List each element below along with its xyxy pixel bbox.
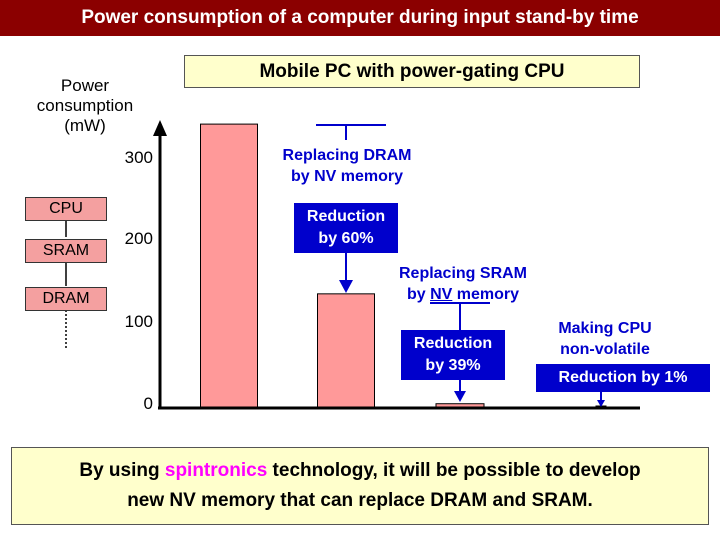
reduction-60-line2: by 60% (318, 230, 374, 247)
sram-annotation-line2: by NV memory (383, 284, 543, 305)
chart-title: Mobile PC with power-gating CPU (184, 55, 640, 88)
stack-dram: DRAM (25, 287, 107, 311)
bar-3 (435, 403, 485, 408)
reduction-39-line1: Reduction (413, 335, 493, 352)
dram-annotation-line1: Replacing DRAM (282, 147, 412, 164)
y-tick-0: 0 (143, 394, 153, 413)
reduction-39-line2: by 39% (425, 357, 481, 374)
dram-arrow-head (339, 280, 353, 293)
cpu-annotation-line2: non-volatile (560, 341, 650, 358)
y-axis-label-line3: (mW) (64, 116, 106, 135)
dram-annotation-line2: by NV memory (290, 168, 404, 185)
stack-sram: SRAM (25, 239, 107, 263)
footer-prefix: By using (79, 460, 165, 481)
reduction-39-box: Reduction by 39% (401, 330, 505, 380)
y-tick-100: 100 (124, 312, 153, 331)
bar-1 (200, 123, 258, 408)
y-axis-label-line1: Power (60, 76, 110, 95)
cpu-arrow-head (597, 400, 605, 407)
dram-annotation: Replacing DRAM by NV memory (262, 145, 432, 187)
cpu-annotation: Making CPU non-volatile (540, 318, 670, 360)
sram-annotation-suffix: memory (452, 286, 520, 303)
sram-annotation: Replacing SRAM by NV memory (383, 263, 543, 305)
cpu-annotation-line1: Making CPU (558, 320, 652, 337)
y-tick-300: 300 (124, 148, 153, 167)
footer-highlight: spintronics (164, 460, 268, 481)
y-axis-arrow (153, 120, 167, 136)
y-axis-label: Power consumption (mW) (30, 76, 140, 136)
footer-line2: new NV memory that can replace DRAM and … (127, 490, 593, 511)
sram-annotation-nv: NV (430, 286, 453, 303)
sram-annotation-line1: Replacing SRAM (398, 265, 527, 282)
reduction-1-box: Reduction by 1% (536, 364, 710, 392)
y-axis-label-line2: consumption (36, 96, 134, 115)
footer-suffix: technology, it will be possible to devel… (267, 460, 641, 481)
footer-note: By using spintronics technology, it will… (11, 447, 709, 525)
reduction-60-line1: Reduction (306, 208, 386, 225)
reduction-60-box: Reduction by 60% (294, 203, 398, 253)
sram-annotation-prefix: by (406, 286, 431, 303)
y-tick-200: 200 (124, 229, 153, 248)
slide-title: Power consumption of a computer during i… (0, 0, 720, 36)
footer-line1: By using spintronics technology, it will… (12, 456, 708, 486)
bar-2 (317, 293, 375, 408)
sram-arrow-head (454, 391, 466, 402)
stack-cpu: CPU (25, 197, 107, 221)
